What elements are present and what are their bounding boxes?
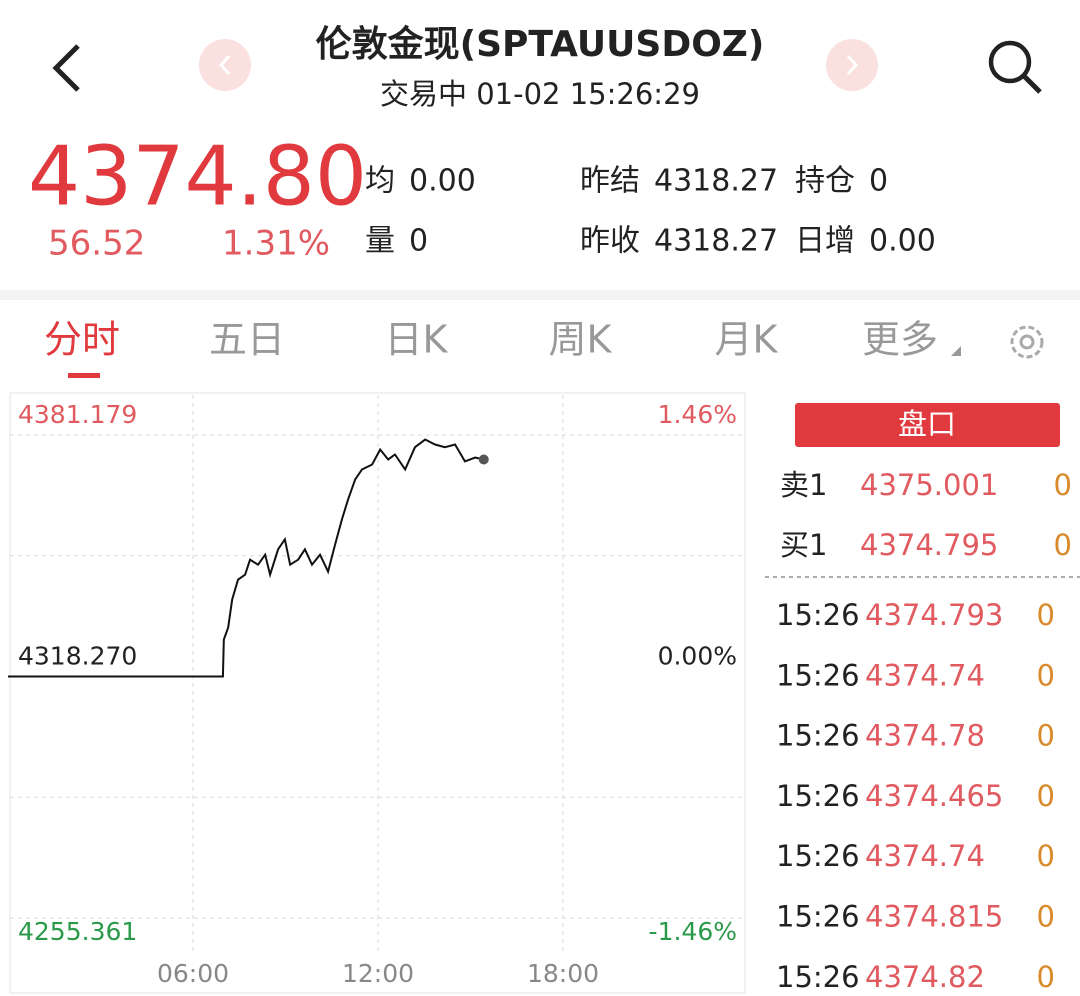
next-icon (846, 55, 859, 75)
price: 4374.80 (28, 129, 367, 224)
y-tick-label: 4381.179 (18, 400, 137, 429)
y-tick-label: 4255.361 (18, 917, 137, 946)
stat-value: 4318.27 (654, 224, 778, 259)
trade-time: 15:26 (776, 779, 860, 813)
tab[interactable]: 分时 (44, 318, 120, 362)
tab[interactable]: 周K (549, 318, 613, 362)
y-tick-label: 4318.270 (18, 642, 137, 671)
trade-time: 15:26 (776, 719, 860, 753)
prev-icon (218, 55, 231, 75)
x-tick-label: 18:00 (527, 959, 599, 988)
trade-volume: 0 (1037, 900, 1055, 934)
y2-tick-label: 1.46% (658, 400, 737, 429)
stat-label: 均 (365, 164, 395, 199)
title: 伦敦金现(SPTAUUSDOZ) (316, 23, 765, 65)
stat-value: 0 (409, 224, 428, 259)
separator (0, 290, 1080, 300)
prev-button[interactable] (199, 39, 251, 91)
stat-value: 4318.27 (654, 164, 778, 199)
order-price: 4374.795 (860, 528, 998, 562)
tab[interactable]: 五日 (209, 318, 285, 362)
search-button[interactable] (988, 40, 1042, 94)
trade-price: 4374.815 (865, 900, 1003, 934)
order-volume: 0 (1054, 528, 1072, 562)
stat-label: 日增 (795, 224, 855, 259)
trade-volume: 0 (1037, 779, 1055, 813)
trade-time: 15:26 (776, 658, 860, 692)
trade-volume: 0 (1037, 658, 1055, 692)
change-pct: 1.31% (222, 224, 330, 264)
status: 交易中 01-02 15:26:29 (380, 77, 700, 111)
stat-label: 量 (365, 224, 395, 259)
stat-label: 昨收 (580, 224, 640, 259)
y2-tick-label: 0.00% (658, 642, 737, 671)
tab[interactable]: 月K (715, 318, 779, 362)
tab[interactable]: 日K (385, 318, 449, 362)
stat-label: 持仓 (795, 164, 855, 199)
chart-frame (9, 392, 746, 994)
back-button[interactable] (52, 44, 80, 92)
trade-price: 4374.74 (865, 658, 985, 692)
trade-price: 4374.78 (865, 719, 985, 753)
trade-price: 4374.82 (865, 960, 985, 994)
trade-volume: 0 (1037, 960, 1055, 994)
panel-title: 盘口 (898, 407, 956, 441)
tab[interactable]: 更多 (862, 318, 938, 362)
price-line (8, 438, 484, 678)
trade-time: 15:26 (776, 598, 860, 632)
order-label: 卖1 (780, 468, 827, 502)
trade-volume: 0 (1037, 839, 1055, 873)
last-point (478, 454, 489, 465)
trade-price: 4374.793 (865, 598, 1003, 632)
change: 56.52 (48, 224, 145, 264)
stat-value: 0 (869, 164, 888, 199)
more-arrow (951, 346, 961, 356)
order-price: 4375.001 (860, 468, 998, 502)
stat-value: 0.00 (409, 164, 476, 199)
trade-time: 15:26 (776, 900, 860, 934)
tab-indicator (68, 373, 100, 378)
next-button[interactable] (826, 39, 878, 91)
trade-volume: 0 (1037, 719, 1055, 753)
stat-value: 0.00 (869, 224, 936, 259)
trade-price: 4374.465 (865, 779, 1003, 813)
trade-price: 4374.74 (865, 839, 985, 873)
order-volume: 0 (1054, 468, 1072, 502)
trade-time: 15:26 (776, 839, 860, 873)
trade-volume: 0 (1037, 598, 1055, 632)
stat-label: 昨结 (580, 164, 640, 199)
trade-time: 15:26 (776, 960, 860, 994)
order-label: 买1 (780, 528, 827, 562)
x-tick-label: 06:00 (157, 959, 229, 988)
y2-tick-label: -1.46% (649, 917, 737, 946)
panel-header[interactable] (795, 403, 1060, 447)
x-tick-label: 12:00 (342, 959, 414, 988)
settings-button[interactable] (1010, 325, 1044, 359)
